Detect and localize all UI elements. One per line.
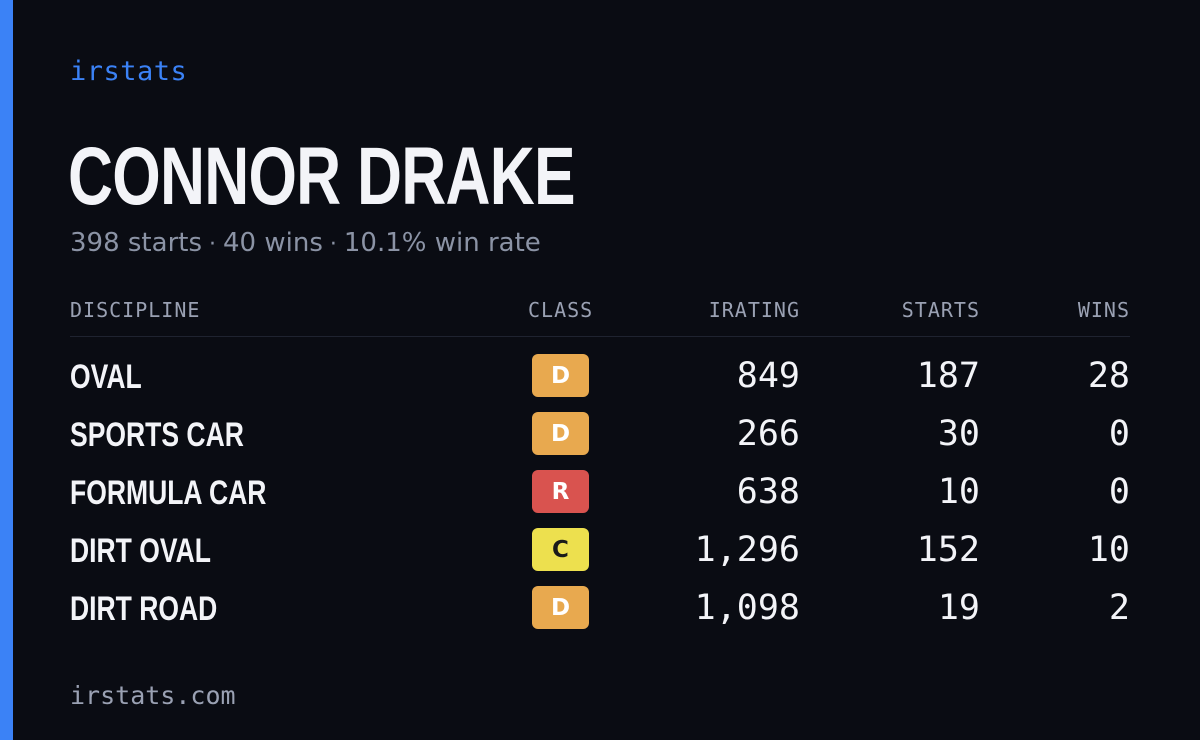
irating-cell: 849 xyxy=(736,356,800,396)
irating-cell: 266 xyxy=(736,414,800,454)
separator-dot: · xyxy=(209,232,216,257)
class-badge: D xyxy=(532,586,589,629)
starts-cell: 187 xyxy=(916,356,980,396)
wins-cell: 2 xyxy=(1108,588,1130,628)
table-row: DIRT OVAL C 1,296 152 10 xyxy=(70,528,1130,588)
wins-cell: 10 xyxy=(1087,530,1130,570)
irating-cell: 1,296 xyxy=(694,530,800,570)
starts-cell: 152 xyxy=(916,530,980,570)
wins-summary: 40 wins xyxy=(223,228,323,258)
class-badge: D xyxy=(532,412,589,455)
accent-bar xyxy=(0,0,13,740)
driver-summary: 398 starts · 40 wins · 10.1% win rate xyxy=(70,228,541,258)
irating-cell: 638 xyxy=(736,472,800,512)
class-badge: D xyxy=(532,354,589,397)
discipline-cell: OVAL xyxy=(70,358,142,396)
starts-summary: 398 starts xyxy=(70,228,202,258)
class-badge: C xyxy=(532,528,589,571)
header-irating: IRATING xyxy=(708,298,800,322)
separator-dot: · xyxy=(329,232,337,257)
table-row: FORMULA CAR R 638 10 0 xyxy=(70,470,1130,530)
header-discipline: DISCIPLINE xyxy=(70,298,201,322)
class-badge: R xyxy=(532,470,589,513)
starts-cell: 10 xyxy=(937,472,980,512)
driver-name: CONNOR DRAKE xyxy=(68,131,576,222)
header-starts: STARTS xyxy=(901,298,980,322)
footer-url[interactable]: irstats.com xyxy=(70,681,236,710)
irating-cell: 1,098 xyxy=(694,588,800,628)
table-header: DISCIPLINE CLASS IRATING STARTS WINS xyxy=(70,298,1130,337)
table-row: SPORTS CAR D 266 30 0 xyxy=(70,412,1130,472)
header-wins: WINS xyxy=(1077,298,1130,322)
discipline-cell: FORMULA CAR xyxy=(70,474,267,512)
wins-cell: 0 xyxy=(1108,414,1130,454)
table-row: DIRT ROAD D 1,098 19 2 xyxy=(70,586,1130,646)
starts-cell: 30 xyxy=(937,414,980,454)
discipline-cell: DIRT OVAL xyxy=(70,532,211,570)
discipline-cell: DIRT ROAD xyxy=(70,590,218,628)
winrate-summary: 10.1% win rate xyxy=(343,228,541,258)
starts-cell: 19 xyxy=(937,588,980,628)
table-row: OVAL D 849 187 28 xyxy=(70,354,1130,414)
discipline-cell: SPORTS CAR xyxy=(70,416,244,454)
brand-logo: irstats xyxy=(70,56,188,87)
header-class: CLASS xyxy=(528,298,594,322)
wins-cell: 0 xyxy=(1108,472,1130,512)
wins-cell: 28 xyxy=(1087,356,1130,396)
